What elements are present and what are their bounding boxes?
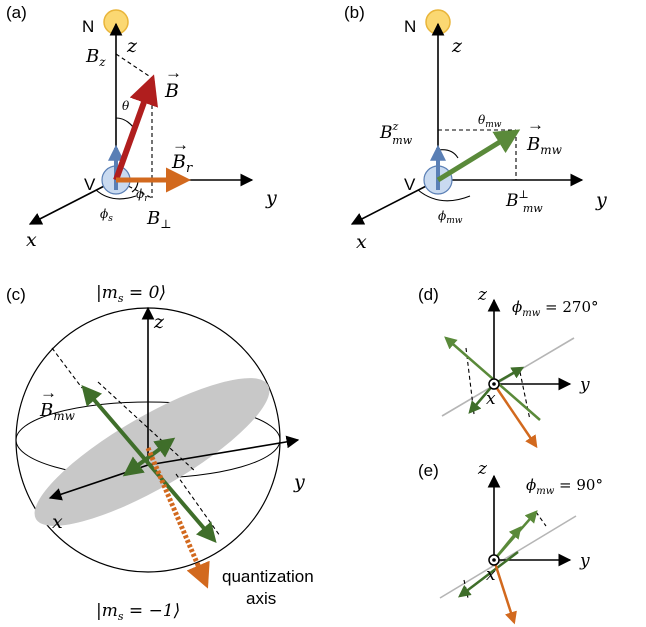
bmw-arrow bbox=[436, 129, 521, 183]
theta-label: θ bbox=[122, 99, 130, 113]
n-label: N bbox=[404, 17, 416, 36]
phi-s-label: ϕs bbox=[100, 207, 113, 224]
x-label: x bbox=[52, 511, 63, 533]
quantization-label-2: axis bbox=[246, 589, 276, 608]
v-label: V bbox=[84, 175, 96, 194]
bmwperp-label: B⊥ mw bbox=[505, 188, 543, 215]
z-label: z bbox=[126, 35, 138, 57]
z-label: z bbox=[451, 35, 463, 57]
v-label: V bbox=[404, 175, 416, 194]
green-arrow-2 bbox=[468, 383, 495, 414]
y-label: y bbox=[579, 375, 590, 395]
x-label: x bbox=[26, 229, 37, 251]
panel-e: (e) z ϕmw = 90° x y bbox=[418, 459, 603, 625]
vec-bmw-arrowmark: → bbox=[527, 115, 544, 134]
phi-r-label: ϕr bbox=[136, 187, 149, 204]
theta-mw-label: θmw bbox=[478, 113, 502, 130]
panel-b: (b) N z y x V Bz mw θmw → Bmw B⊥ mw ϕmw bbox=[344, 3, 607, 253]
phi-mw-value: ϕmw = 270° bbox=[512, 298, 599, 319]
x-label: x bbox=[356, 231, 367, 253]
z-label: z bbox=[477, 459, 488, 479]
panel-c-tag: (c) bbox=[6, 285, 26, 304]
dash-1 bbox=[51, 347, 83, 389]
dash-2 bbox=[535, 511, 547, 527]
panel-a-tag: (a) bbox=[6, 3, 27, 22]
y-label: y bbox=[265, 187, 277, 209]
panel-e-tag: (e) bbox=[418, 461, 439, 480]
green-arrow-3 bbox=[458, 551, 519, 598]
quantization-label-1: quantization bbox=[222, 567, 314, 586]
bottom-state-label: |ms = −1⟩ bbox=[96, 601, 180, 623]
vec-br-arrowmark: → bbox=[172, 135, 189, 154]
bz-label: Bz bbox=[85, 46, 106, 69]
theta-arc bbox=[115, 117, 135, 129]
z-label: z bbox=[153, 311, 165, 333]
panel-c: (c) |ms = 0⟩ z y x → Bmw quantization ax… bbox=[6, 283, 314, 623]
orange-arrow bbox=[492, 383, 538, 449]
top-state-label: |ms = 0⟩ bbox=[96, 283, 166, 305]
vec-b-arrowmark: → bbox=[165, 63, 182, 82]
bperp-label: B⊥ bbox=[146, 208, 172, 231]
green-short-arrow bbox=[122, 437, 176, 477]
b-label: B bbox=[164, 80, 179, 102]
z-label: z bbox=[477, 285, 488, 305]
n-label: N bbox=[82, 17, 94, 36]
bmw-label: Bmw bbox=[526, 134, 563, 157]
green-arrow-2 bbox=[493, 526, 522, 561]
br-label: Br bbox=[171, 151, 193, 176]
phi-mw-arc bbox=[417, 189, 471, 202]
origin-dot-center bbox=[492, 558, 496, 562]
x-axis bbox=[350, 179, 439, 225]
bmwz-label: Bz mw bbox=[379, 120, 413, 147]
phi-mw-value: ϕmw = 90° bbox=[526, 476, 603, 497]
y-label: y bbox=[579, 551, 590, 571]
y-label: y bbox=[595, 189, 607, 211]
phi-mw-label: ϕmw bbox=[438, 209, 463, 226]
theta-mw-arc bbox=[437, 149, 459, 159]
y-label: y bbox=[293, 471, 305, 493]
dash-2 bbox=[519, 371, 531, 421]
orange-arrow bbox=[492, 559, 517, 625]
origin-dot-center bbox=[492, 382, 496, 386]
panel-a: (a) N z y x V Bz → B θ → Br ϕr ϕs B⊥ bbox=[6, 3, 277, 251]
x-label: x bbox=[486, 389, 496, 409]
bz-dash bbox=[115, 53, 153, 79]
gray-line bbox=[439, 515, 577, 599]
b-arrow bbox=[113, 74, 158, 182]
phi-s-arc bbox=[95, 189, 137, 200]
vec-bmw-arrowmark: → bbox=[40, 383, 57, 402]
x-axis bbox=[28, 179, 117, 225]
bmw-label: Bmw bbox=[39, 400, 76, 423]
x-label: x bbox=[486, 565, 496, 585]
panel-b-tag: (b) bbox=[344, 3, 365, 22]
panel-d-tag: (d) bbox=[418, 285, 439, 304]
panel-d: (d) z ϕmw = 270° x y bbox=[418, 285, 599, 449]
